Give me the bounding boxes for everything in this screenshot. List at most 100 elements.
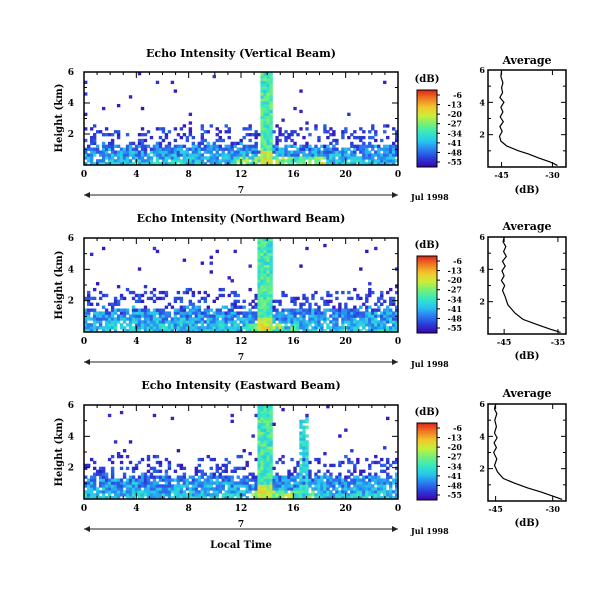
heatmap-cell [221,478,225,482]
heatmap-cell [263,425,267,429]
heatmap-cell [269,147,273,151]
heatmap-cell [146,144,151,148]
heatmap-cell [254,314,258,318]
heatmap-cell [221,487,225,491]
heatmap-cell [314,475,318,479]
heatmap-cell [152,153,157,157]
heatmap-cell [311,320,315,324]
heatmap-cell [275,308,279,312]
heatmap-cell [84,326,88,330]
heatmap-cell [356,135,360,140]
heatmap-cell [281,147,285,151]
colorbar-segment [417,132,437,135]
colorbar-segment [417,163,437,166]
heatmap-cell [359,135,363,140]
heatmap-cell [302,296,306,301]
x-tick-label: 8 [186,504,192,514]
heatmap-cell [257,317,261,321]
heatmap-cell [191,490,196,494]
heatmap-cell [185,311,190,315]
x-tick-label: 20 [339,337,352,347]
y-tick-label: 4 [68,432,74,442]
heatmap-cell [347,329,351,332]
heatmap-cell [260,112,264,116]
x-tick-label: 16 [287,504,300,514]
colorbar-segment [417,290,437,293]
heatmap-cell [242,466,246,471]
heatmap-cell [164,326,169,330]
heatmap-cell [128,317,133,321]
heatmap-cell [395,290,398,295]
heatmap-cell [104,326,109,330]
heatmap-cell [365,496,369,499]
heatmap-cell [320,153,324,157]
heatmap-cell [338,302,342,306]
heatmap-cell [161,326,166,330]
heatmap-cell [278,302,282,306]
heatmap-cell [356,484,360,488]
heatmap-cell [269,425,273,429]
heatmap-cell [266,469,270,473]
heatmap-cell [95,302,100,306]
heatmap-cell [266,308,270,312]
heatmap-cell [269,144,273,148]
heatmap-cell [152,320,157,324]
heatmap-cell [257,252,261,257]
heatmap-cell [266,314,270,318]
heatmap-cell [152,484,157,488]
heatmap-cell [374,320,378,324]
heatmap-cell [149,320,154,324]
heatmap-cell [248,472,252,476]
heatmap-cell [107,326,112,330]
heatmap-cell [335,159,339,163]
heatmap-cell [209,147,213,151]
heatmap-cell [179,490,184,494]
heatmap-cell [278,457,282,462]
heatmap-cell [320,329,324,332]
heatmap-cell [269,130,273,134]
heatmap-cell [179,493,184,497]
heatmap-cell [341,147,345,151]
heatmap-cell [104,487,109,491]
heatmap-cell [251,156,255,160]
heatmap-cell [125,481,130,485]
heatmap-cell [353,311,357,315]
heatmap-cell [122,329,127,332]
heatmap-cell [299,440,303,444]
heatmap-cell [110,469,115,473]
heatmap-cell [131,290,136,295]
heatmap-cell [362,487,366,491]
heatmap-cell [326,478,330,482]
heatmap-cell [317,457,321,462]
heatmap-cell [377,475,381,479]
heatmap-cell [218,484,222,488]
heatmap-cell [92,487,97,491]
heatmap-cell [218,147,222,151]
heatmap-cell [257,133,261,137]
colorbar-segment [417,473,437,476]
heatmap-cell [116,150,121,154]
heatmap-cell [128,144,133,148]
heatmap-cell [272,317,276,321]
heatmap-cell [84,162,88,165]
heatmap-cell [140,141,145,146]
heatmap-cell [173,326,178,330]
heatmap-cell [293,329,297,332]
heatmap-cell [161,130,166,134]
heatmap-cell [125,490,130,494]
heatmap-cell [365,162,369,165]
x-tick-label: 12 [235,337,248,347]
heatmap-cell [158,487,163,491]
heatmap-cell [84,496,88,499]
heatmap-cell [101,493,106,497]
heatmap-cell [89,326,94,330]
heatmap-cell [98,490,103,494]
heatmap-cell [284,147,288,151]
heatmap-cell [179,127,184,131]
heatmap-cell [203,481,208,485]
heatmap-cell [125,287,130,292]
heatmap-cell [170,478,175,482]
heatmap-cell [167,475,172,479]
heatmap-cell [332,484,336,488]
